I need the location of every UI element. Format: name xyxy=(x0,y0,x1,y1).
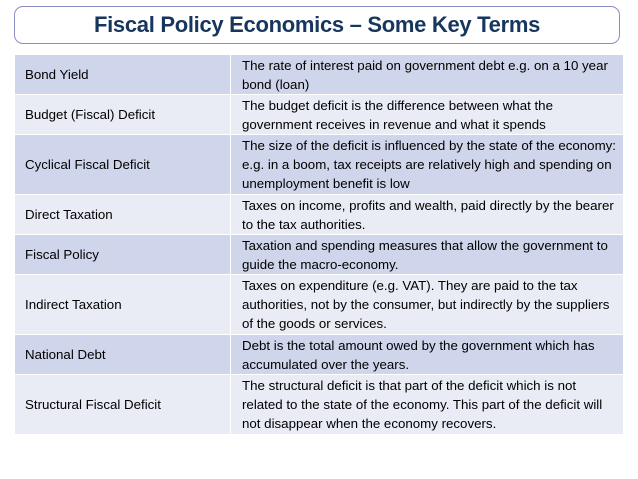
term-cell: Indirect Taxation xyxy=(14,274,231,335)
definition-cell: The budget deficit is the difference bet… xyxy=(230,94,624,135)
key-terms-table: Bond Yield The rate of interest paid on … xyxy=(14,54,624,435)
table-row: Structural Fiscal Deficit The structural… xyxy=(14,374,624,435)
table-row: Bond Yield The rate of interest paid on … xyxy=(14,54,624,95)
term-cell: Fiscal Policy xyxy=(14,234,231,275)
term-cell: Bond Yield xyxy=(14,54,231,95)
term-cell: Structural Fiscal Deficit xyxy=(14,374,231,435)
term-cell: Direct Taxation xyxy=(14,194,231,235)
table-row: Cyclical Fiscal Deficit The size of the … xyxy=(14,134,624,195)
definition-cell: The structural deficit is that part of t… xyxy=(230,374,624,435)
term-cell: National Debt xyxy=(14,334,231,375)
definition-cell: Taxes on expenditure (e.g. VAT). They ar… xyxy=(230,274,624,335)
definition-cell: The rate of interest paid on government … xyxy=(230,54,624,95)
table-row: Direct Taxation Taxes on income, profits… xyxy=(14,194,624,235)
definition-cell: Debt is the total amount owed by the gov… xyxy=(230,334,624,375)
page-title: Fiscal Policy Economics – Some Key Terms xyxy=(93,12,541,37)
table-row: Budget (Fiscal) Deficit The budget defic… xyxy=(14,94,624,135)
title-banner: Fiscal Policy Economics – Some Key Terms xyxy=(14,6,620,44)
table-row: National Debt Debt is the total amount o… xyxy=(14,334,624,375)
table-row: Fiscal Policy Taxation and spending meas… xyxy=(14,234,624,275)
table-row: Indirect Taxation Taxes on expenditure (… xyxy=(14,274,624,335)
definition-cell: The size of the deficit is influenced by… xyxy=(230,134,624,195)
term-cell: Budget (Fiscal) Deficit xyxy=(14,94,231,135)
definition-cell: Taxation and spending measures that allo… xyxy=(230,234,624,275)
definition-cell: Taxes on income, profits and wealth, pai… xyxy=(230,194,624,235)
term-cell: Cyclical Fiscal Deficit xyxy=(14,134,231,195)
